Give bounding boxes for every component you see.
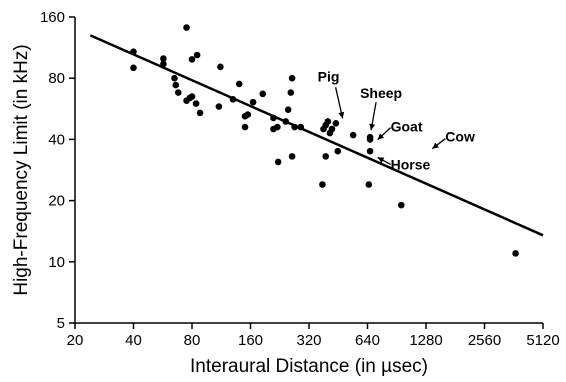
annotation-label: Cow [445,129,475,145]
data-point [334,147,342,155]
data-point [160,55,167,62]
y-tick-label: 5 [57,315,65,332]
x-tick-label: 40 [125,332,142,349]
x-tick-label: 320 [296,332,321,349]
data-point [288,74,296,82]
annotations: Pig Sheep Goat Horse Cow [318,68,475,172]
y-tick-label: 10 [48,254,65,271]
data-point [217,63,224,71]
data-point [160,60,167,68]
data-point [241,112,249,120]
x-tick-label: 80 [184,332,201,349]
data-point [188,56,196,63]
data-point [291,123,298,131]
data-point [366,133,374,141]
regression-line [89,34,544,237]
x-tick-label: 20 [67,332,84,349]
data-point [332,120,340,127]
data-point [349,131,357,139]
y-axis-ticks: 5 10 20 40 80 160 [40,9,75,332]
data-point [215,103,223,110]
annotation-arrowhead [338,111,345,119]
data-point [397,201,405,209]
data-point [229,95,237,103]
data-point [328,125,336,133]
annotation-label: Sheep [360,85,402,101]
y-tick-label: 20 [48,193,65,210]
data-point [322,153,329,160]
x-tick-label: 640 [355,332,380,349]
data-point [171,74,178,82]
data-point [287,89,295,96]
data-point [188,93,196,100]
data-point [259,90,267,98]
data-point [192,100,200,107]
data-point [297,123,304,131]
data-points [130,24,519,257]
data-point [324,118,332,125]
data-point [196,109,204,117]
data-point [274,123,281,131]
annotation-label: Horse [391,156,431,172]
y-tick-label: 160 [40,9,65,26]
data-point [284,106,292,113]
y-tick-label: 40 [48,131,65,148]
x-tick-label: 1280 [409,332,442,349]
data-point [130,64,137,72]
x-axis-title: Interaural Distance (in µsec) [190,356,428,377]
y-tick-label: 80 [48,70,65,87]
data-point [174,89,182,96]
data-point [249,98,257,106]
data-point [193,51,201,59]
data-point [235,80,243,88]
y-axis-title: High-Frequency Limit (in kHz) [11,44,32,295]
annotation-arrowhead [377,157,385,163]
plot-frame [74,17,543,324]
data-point [130,48,137,56]
data-point [365,181,373,188]
data-point [512,250,519,257]
annotation-arrowhead [432,142,439,149]
x-tick-label: 2560 [468,332,501,349]
x-axis-ticks: 20 40 80 160 320 640 1280 2560 5120 [67,323,560,349]
annotation-arrowhead [369,123,376,131]
data-point [319,181,326,188]
annotation-label: Pig [318,68,340,84]
data-point [241,123,249,131]
data-point [366,147,374,155]
annotation-label: Goat [391,119,423,135]
data-point [183,24,190,31]
annotation-arrowhead [377,133,385,140]
data-point [282,118,290,125]
data-point [274,158,282,166]
data-point [172,81,180,89]
x-tick-label: 160 [238,332,263,349]
data-point [288,153,296,160]
data-point [270,114,277,122]
x-tick-label: 5120 [526,332,559,349]
